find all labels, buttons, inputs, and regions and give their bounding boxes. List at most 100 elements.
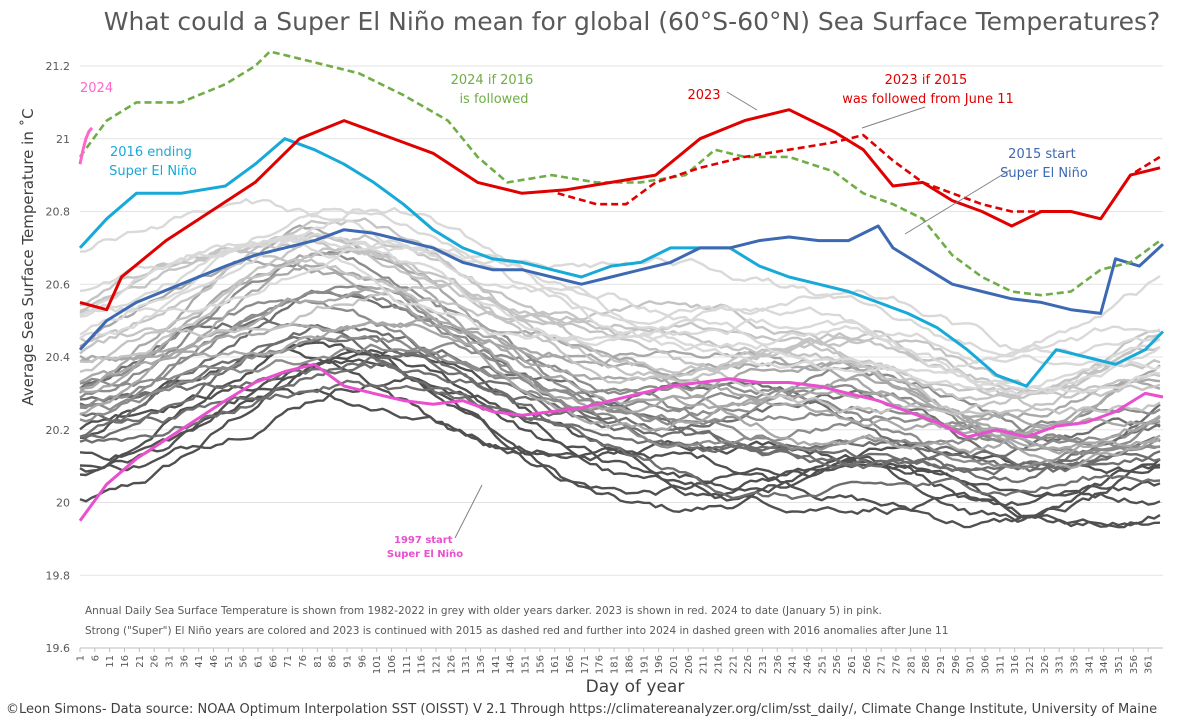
x-tick-label: 346 (1099, 655, 1110, 674)
highlighted-series (78, 50, 1165, 522)
x-tick-label: 101 (372, 655, 383, 674)
series-line (78, 126, 94, 165)
anno-2015-line1: 2015 start (1008, 147, 1076, 162)
x-tick-label: 276 (891, 655, 902, 674)
x-tick-label: 191 (639, 655, 650, 674)
x-tick-label: 156 (535, 655, 546, 674)
x-tick-label: 16 (120, 655, 131, 668)
x-tick-label: 301 (966, 655, 977, 674)
x-tick-label: 361 (1144, 655, 1155, 674)
historical-year-line (79, 349, 1161, 492)
series-line (78, 50, 1161, 297)
x-tick-label: 286 (921, 655, 932, 674)
x-tick-label: 211 (699, 655, 710, 674)
x-tick-label: 311 (995, 655, 1006, 674)
y-ticks: 19.6 19.8 20 20.2 20.4 20.6 20.8 21 21.2 (46, 60, 71, 655)
x-tick-label: 356 (1129, 655, 1140, 674)
x-tick-label: 151 (521, 655, 532, 674)
series-line (78, 224, 1165, 351)
historical-years-lines (79, 197, 1161, 529)
x-tick-label: 36 (179, 655, 190, 668)
y-tick-label: 21.2 (46, 60, 71, 73)
anno-1997-line1: 1997 start (394, 535, 453, 546)
x-tick-label: 206 (684, 655, 695, 674)
x-tick-label: 11 (105, 655, 116, 668)
x-tick-label: 141 (491, 655, 502, 674)
x-tick-label: 331 (1055, 655, 1066, 674)
anno-2024-if-2016: 2024 if 2016 is followed (451, 73, 538, 107)
anno-2015-line2: Super El Niño (1000, 166, 1088, 181)
x-tick-label: 1 (76, 655, 87, 661)
y-tick-label: 20.6 (46, 278, 71, 291)
x-tick-label: 96 (357, 655, 368, 668)
x-tick-label: 271 (877, 655, 888, 674)
y-tick-label: 20.2 (46, 424, 71, 437)
anno-2024-if-2016-line1: 2024 if 2016 (451, 73, 534, 88)
leader-1997 (454, 484, 483, 539)
x-tick-label: 176 (595, 655, 606, 674)
x-tick-label: 241 (788, 655, 799, 674)
y-tick-label: 20.4 (46, 351, 71, 364)
x-tick-label: 246 (802, 655, 813, 674)
x-tick-label: 216 (713, 655, 724, 674)
leader-2015 (904, 169, 1011, 235)
x-tick-label: 226 (743, 655, 754, 674)
x-tick-label: 351 (1114, 655, 1125, 674)
chart-title: What could a Super El Niño mean for glob… (104, 7, 1161, 36)
x-tick-label: 31 (165, 655, 176, 668)
historical-year-line (79, 236, 1161, 396)
x-tick-label: 76 (298, 655, 309, 668)
x-tick-label: 261 (847, 655, 858, 674)
y-tick-label: 21 (56, 133, 70, 146)
chart-note-1: Annual Daily Sea Surface Temperature is … (85, 605, 882, 617)
x-tick-label: 66 (268, 655, 279, 668)
historical-year-line (79, 286, 1161, 428)
historical-year-line (79, 351, 1161, 506)
x-tick-label: 161 (550, 655, 561, 674)
anno-1997-line2: Super El Niño (387, 549, 463, 560)
chart-note-2: Strong ("Super") El Niño years are color… (85, 625, 948, 637)
x-tick-label: 111 (402, 655, 413, 674)
x-tick-label: 296 (951, 655, 962, 674)
x-tick-label: 316 (1010, 655, 1021, 674)
historical-year-line (79, 248, 1161, 455)
x-tick-label: 56 (239, 655, 250, 668)
anno-2015: 2015 start Super El Niño (1000, 147, 1088, 181)
source-credit: ©Leon Simons- Data source: NOAA Optimum … (6, 702, 1157, 717)
y-tick-label: 19.6 (46, 642, 71, 655)
x-tick-label: 341 (1084, 655, 1095, 674)
historical-year-line (79, 298, 1161, 470)
anno-2016: 2016 ending Super El Niño (109, 145, 197, 179)
historical-year-line (79, 315, 1161, 432)
x-tick-label: 121 (432, 655, 443, 674)
y-tick-label: 19.8 (46, 569, 71, 582)
x-tick-label: 71 (283, 655, 294, 668)
anno-2016-line2: Super El Niño (109, 164, 197, 179)
x-tick-label: 136 (476, 655, 487, 674)
x-tick-label: 91 (343, 655, 354, 668)
y-axis-label: Average Sea Surface Temperature in ˚C (19, 108, 37, 405)
anno-2024: 2024 (80, 81, 113, 96)
x-tick-label: 126 (446, 655, 457, 674)
x-tick-label: 41 (194, 655, 205, 668)
x-tick-label: 171 (580, 655, 591, 674)
x-tick-label: 131 (461, 655, 472, 674)
historical-year-line (79, 321, 1161, 454)
x-tick-label: 146 (506, 655, 517, 674)
x-tick-label: 21 (135, 655, 146, 668)
x-tick-label: 181 (610, 655, 621, 674)
x-tick-label: 201 (669, 655, 680, 674)
x-tick-label: 116 (417, 655, 428, 674)
x-tick-label: 266 (862, 655, 873, 674)
x-tick-label: 251 (817, 655, 828, 674)
x-tick-label: 26 (150, 655, 161, 668)
anno-1997: 1997 start Super El Niño (387, 535, 463, 560)
x-tick-label: 6 (90, 655, 101, 661)
x-tick-label: 46 (209, 655, 220, 668)
historical-year-line (79, 207, 1161, 357)
x-tick-label: 51 (224, 655, 235, 668)
anno-2024-if-2016-line2: is followed (459, 92, 528, 107)
x-tick-label: 336 (1069, 655, 1080, 674)
leader-2023 (726, 91, 758, 111)
